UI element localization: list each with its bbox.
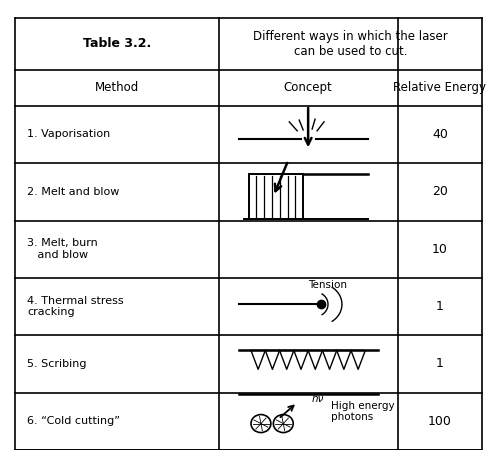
Text: 6. “Cold cutting”: 6. “Cold cutting” (27, 416, 120, 426)
Text: 1. Vaporisation: 1. Vaporisation (27, 130, 111, 140)
Text: Different ways in which the laser
can be used to cut.: Different ways in which the laser can be… (253, 30, 448, 58)
Text: 100: 100 (428, 415, 452, 428)
Text: 20: 20 (432, 185, 448, 198)
Text: Relative Energy: Relative Energy (393, 81, 487, 94)
Text: hν: hν (312, 394, 325, 404)
Text: 1: 1 (436, 357, 444, 370)
Text: 40: 40 (432, 128, 448, 141)
Text: 5. Scribing: 5. Scribing (27, 359, 87, 369)
Text: 10: 10 (432, 243, 448, 256)
Text: Table 3.2.: Table 3.2. (83, 37, 151, 50)
Text: Method: Method (94, 81, 139, 94)
Text: High energy
photons: High energy photons (331, 400, 394, 422)
Bar (248, 174, 303, 219)
Text: Tension: Tension (309, 280, 347, 290)
Text: 1: 1 (436, 300, 444, 313)
Text: 2. Melt and blow: 2. Melt and blow (27, 187, 120, 197)
Text: Concept: Concept (284, 81, 332, 94)
Text: 3. Melt, burn
   and blow: 3. Melt, burn and blow (27, 238, 98, 260)
Text: 4. Thermal stress
cracking: 4. Thermal stress cracking (27, 296, 124, 317)
